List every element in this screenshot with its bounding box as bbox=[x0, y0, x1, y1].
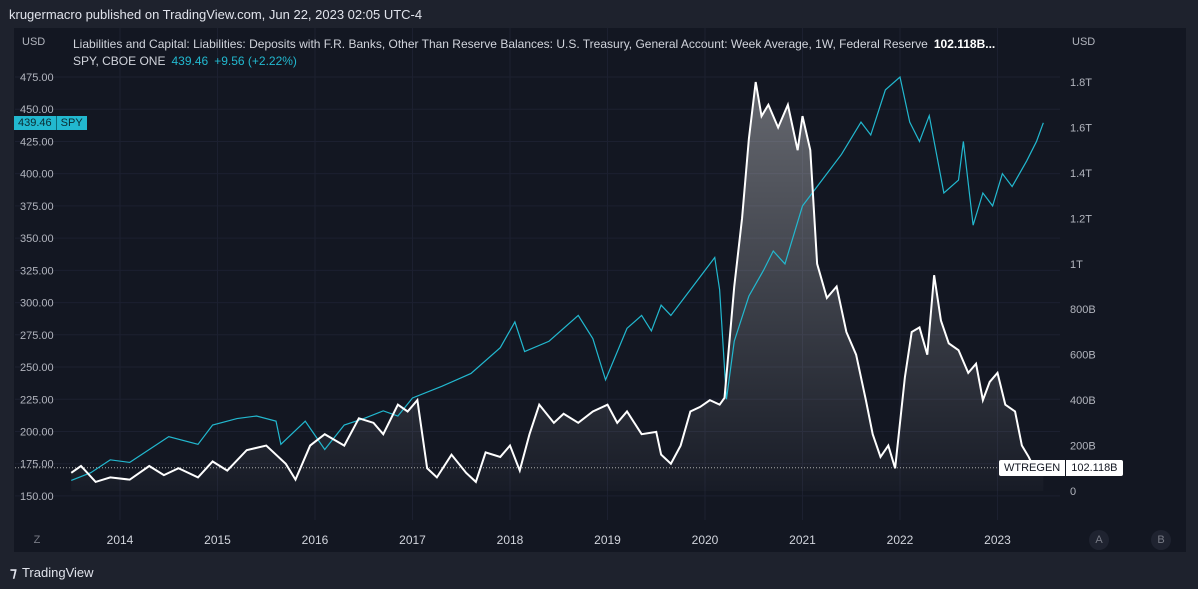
right-axis-unit: USD bbox=[1072, 36, 1096, 48]
tga-line bbox=[70, 81, 1044, 484]
legend-spy-change: +9.56 (+2.22%) bbox=[214, 54, 297, 68]
x-axis-tick: 2022 bbox=[887, 533, 914, 547]
tga-area bbox=[71, 82, 1044, 491]
right-axis-tick: 1T bbox=[1070, 259, 1083, 271]
x-axis-tick: 2014 bbox=[107, 533, 134, 547]
tga-value-badge: WTREGEN 102.118B bbox=[999, 460, 1123, 476]
x-axis-tick: 2018 bbox=[497, 533, 524, 547]
right-axis-tick: 200B bbox=[1070, 441, 1096, 453]
left-axis-tick: 300.00 bbox=[20, 298, 54, 310]
left-axis-tick: 225.00 bbox=[20, 394, 54, 406]
legend-spy-title: SPY, CBOE ONE bbox=[73, 54, 166, 68]
tradingview-brand: TradingView bbox=[21, 565, 94, 580]
legend-tga-value: 102.118B... bbox=[933, 37, 996, 51]
zoom-reset-button[interactable]: Z bbox=[33, 534, 41, 546]
right-axis-tick: 1.2T bbox=[1070, 213, 1092, 225]
legend-spy[interactable]: SPY, CBOE ONE 439.46 +9.56 (+2.22%) bbox=[73, 54, 297, 68]
left-axis-tick: 325.00 bbox=[20, 265, 54, 277]
left-axis-tick: 250.00 bbox=[20, 362, 54, 374]
x-axis-tick: 2016 bbox=[302, 533, 329, 547]
left-axis-tick: 275.00 bbox=[20, 330, 54, 342]
left-axis-tick: 200.00 bbox=[20, 426, 54, 438]
legend-spy-value: 439.46 bbox=[171, 54, 209, 68]
right-axis-tick: 600B bbox=[1070, 350, 1096, 362]
x-axis-tick: 2021 bbox=[789, 533, 816, 547]
right-axis-tick: 1.8T bbox=[1070, 77, 1092, 89]
x-axis-tick: 2020 bbox=[692, 533, 719, 547]
right-axis-tick: 400B bbox=[1070, 395, 1096, 407]
left-axis-tick: 375.00 bbox=[20, 201, 54, 213]
right-axis-tick: 0 bbox=[1070, 486, 1076, 498]
left-axis-tick: 175.00 bbox=[20, 459, 54, 471]
tga-value-label: 102.118B bbox=[1065, 460, 1122, 476]
left-axis-tick: 450.00 bbox=[20, 104, 54, 116]
right-axis-tick: 1.4T bbox=[1070, 168, 1092, 180]
legend-tga[interactable]: Liabilities and Capital: Liabilities: De… bbox=[73, 37, 995, 51]
left-axis-tick: 400.00 bbox=[20, 169, 54, 181]
left-axis-unit: USD bbox=[22, 36, 46, 48]
left-axis-tick: 425.00 bbox=[20, 136, 54, 148]
x-axis-tick: 2017 bbox=[399, 533, 426, 547]
spy-price-badge: 439.46 SPY bbox=[14, 116, 87, 130]
tradingview-logo[interactable]: ⁊ TradingView bbox=[10, 564, 94, 581]
left-axis-tick: 350.00 bbox=[20, 233, 54, 245]
tga-tag: WTREGEN bbox=[1004, 462, 1061, 474]
spy-price-label: 439.46 bbox=[18, 117, 52, 129]
published-caption: krugermacro published on TradingView.com… bbox=[9, 7, 423, 22]
legend-tga-title: Liabilities and Capital: Liabilities: De… bbox=[73, 37, 928, 51]
tradingview-logo-icon: ⁊ bbox=[10, 564, 17, 580]
auto-scale-button[interactable]: A bbox=[1089, 530, 1109, 550]
left-axis-tick: 475.00 bbox=[20, 72, 54, 84]
spy-line bbox=[71, 75, 1044, 482]
x-axis-tick: 2023 bbox=[984, 533, 1011, 547]
spy-tag: SPY bbox=[55, 116, 87, 130]
x-axis-tick: 2015 bbox=[204, 533, 231, 547]
right-axis-tick: 800B bbox=[1070, 304, 1096, 316]
left-axis-tick: 150.00 bbox=[20, 491, 54, 503]
x-axis-tick: 2019 bbox=[594, 533, 621, 547]
right-axis-tick: 1.6T bbox=[1070, 122, 1092, 134]
b-scale-button[interactable]: B bbox=[1151, 530, 1171, 550]
